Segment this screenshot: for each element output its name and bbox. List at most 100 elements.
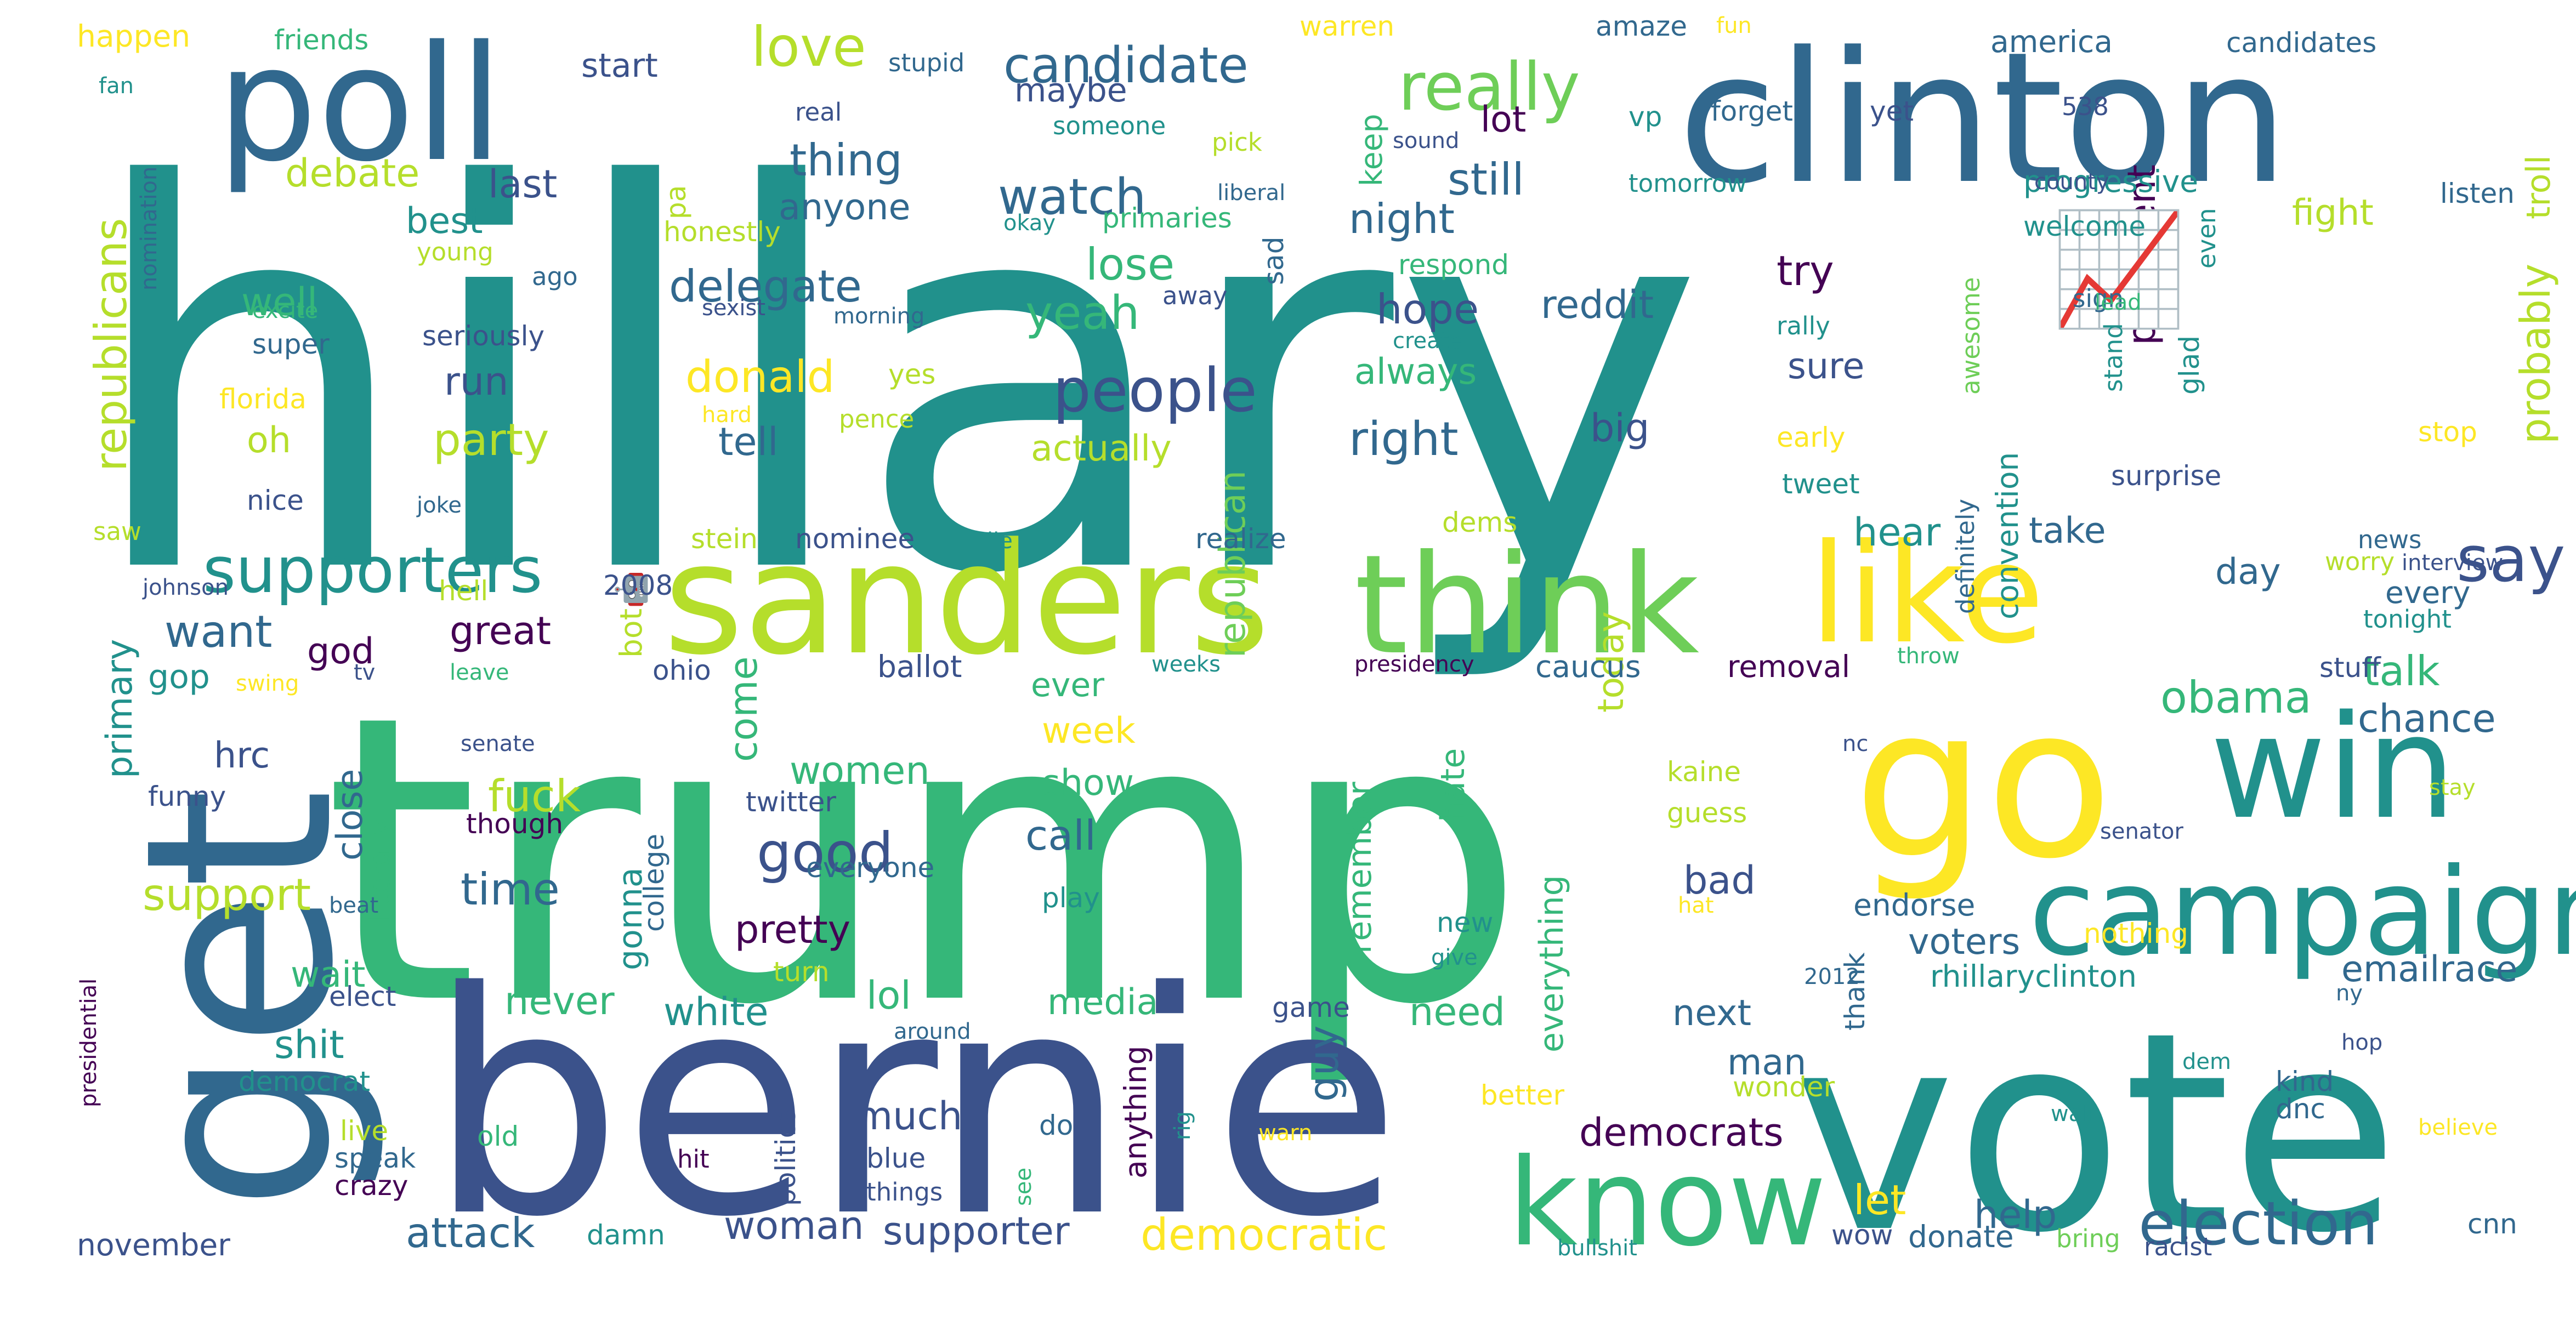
word-beat: beat [329, 893, 378, 918]
word-bot: bot🤖 [614, 571, 649, 658]
word-every: every [2385, 575, 2470, 610]
word-watch: watch [998, 168, 1147, 226]
word-sexist: sexist [702, 295, 765, 321]
word-love: love [751, 15, 866, 79]
word-well: well [241, 280, 317, 325]
word-early: early [1777, 422, 1845, 453]
word-caucus: caucus [1535, 649, 1641, 684]
word-hop: hop [2341, 1030, 2382, 1055]
word-liberal: liberal [1217, 180, 1285, 206]
word-worry: worry [2325, 547, 2395, 576]
word-donald: donald [685, 351, 835, 402]
word-week: week [1042, 710, 1136, 752]
word-turn: turn [773, 956, 830, 988]
word-night: night [1349, 195, 1455, 243]
word-warren: warren [1300, 10, 1394, 42]
word-oh: oh [247, 420, 291, 461]
word-tomorrow: tomorrow [1629, 169, 1747, 198]
word-morning: morning [833, 304, 924, 329]
word-hat: hat [1678, 893, 1714, 918]
word-presidential: presidential [76, 978, 101, 1107]
word-though: though [466, 808, 563, 840]
word-democrat: democrat [239, 1066, 370, 1097]
word-around: around [894, 1019, 971, 1044]
word-last: last [488, 162, 557, 207]
word-hell: hell [439, 575, 488, 607]
word-2008: 2008 [603, 570, 673, 601]
word-chance: chance [2358, 696, 2496, 741]
word-nothing: nothing [2084, 918, 2188, 949]
word-much: much [855, 1094, 962, 1139]
word-sanders: sanders [663, 510, 1270, 689]
word-ever: ever [1031, 666, 1104, 704]
word-best: best [406, 201, 483, 242]
word-wait: wait [291, 954, 366, 995]
word-super: super [252, 328, 330, 360]
word-happen: happen [77, 19, 190, 54]
word-give: give [1431, 945, 1478, 970]
word-live: live [340, 1115, 388, 1147]
word-debate: debate [285, 151, 419, 196]
word-start: start [581, 47, 658, 85]
word-progressive: progressive [2023, 164, 2198, 199]
word-excite: excite [252, 298, 318, 323]
word-stay: stay [2429, 775, 2476, 800]
word-voters: voters [1908, 921, 2020, 963]
word-young: young [417, 237, 493, 266]
word-kind: kind [2276, 1066, 2334, 1097]
word-welcome: welcome [2023, 210, 2146, 242]
word-bullshit: bullshit [1557, 1236, 1637, 1261]
word-yet: yet [1870, 95, 1914, 127]
word-really: really [1398, 49, 1580, 126]
word-keep: keep [1354, 114, 1389, 186]
word-remember: remember [1341, 782, 1379, 954]
word-woman: woman [724, 1203, 864, 1248]
word-take: take [2029, 510, 2106, 551]
word-away: away [1162, 281, 1228, 310]
word-play: play [1042, 882, 1100, 914]
word-day: day [2215, 551, 2281, 593]
word-awesome: awesome [1956, 277, 1985, 395]
word-weeks: weeks [1151, 652, 1221, 677]
word-senator: senator [2100, 819, 2183, 844]
word-presidency: presidency [1354, 652, 1474, 677]
word-blue: blue [866, 1142, 926, 1174]
word-clinton: clinton [1678, 13, 2289, 224]
word-real: real [795, 98, 842, 127]
word-senate: senate [461, 731, 535, 756]
word-seriously: seriously [422, 320, 544, 352]
word-things: things [866, 1177, 943, 1207]
word-donate: donate [1908, 1219, 2014, 1254]
word-wall: wall [2051, 1101, 2094, 1126]
word-dems: dems [1442, 507, 1517, 538]
word-everyone: everyone [806, 852, 934, 884]
word-election: election [2138, 1188, 2378, 1259]
word-hope: hope [1376, 285, 1479, 333]
word-candidate: candidate [1003, 37, 1249, 94]
word-better: better [1480, 1079, 1564, 1111]
word-want: want [164, 606, 273, 657]
word-gonna: gonna [611, 867, 650, 970]
word-stuff: stuff [2319, 652, 2381, 684]
word-shit: shit [274, 1022, 344, 1067]
word-sure: sure [1788, 346, 1864, 387]
word-rig: rig [1170, 1111, 1195, 1140]
word-need: need [1409, 989, 1505, 1034]
word-go: go [1853, 662, 2113, 904]
word-game: game [1272, 992, 1350, 1023]
word-help: help [1974, 1192, 2057, 1237]
word-funny: funny [148, 781, 226, 812]
word-wonder: wonder [1733, 1071, 1835, 1103]
word-big: big [1590, 406, 1649, 451]
word-removal: removal [1727, 649, 1850, 684]
word-nice: nice [247, 485, 304, 516]
word-pence: pence [839, 405, 914, 434]
word-listen: listen [2440, 178, 2515, 209]
word-forget: forget [1711, 95, 1793, 127]
word-thank: thank [1839, 952, 1871, 1031]
word-create: create [1393, 328, 1462, 354]
word-do: do [1039, 1110, 1073, 1141]
word-nomination: nomination [137, 167, 162, 291]
word-2012: 2012 [1804, 964, 1860, 989]
